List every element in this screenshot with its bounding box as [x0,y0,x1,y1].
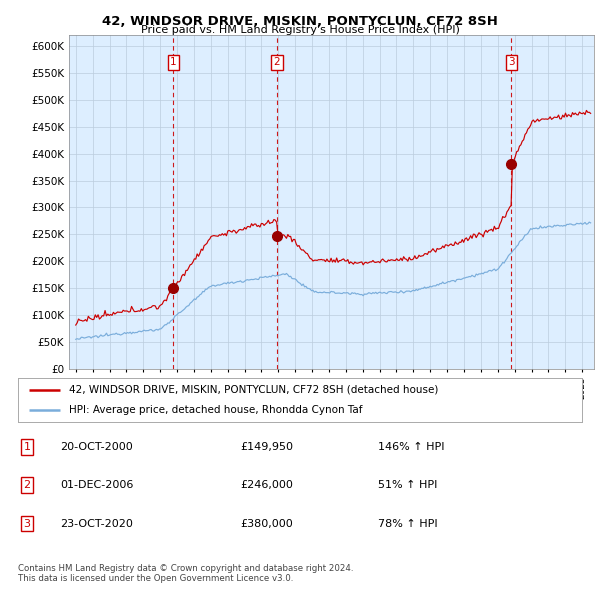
Text: £380,000: £380,000 [240,519,293,529]
Text: 1: 1 [170,57,177,67]
Text: Price paid vs. HM Land Registry's House Price Index (HPI): Price paid vs. HM Land Registry's House … [140,25,460,35]
Text: Contains HM Land Registry data © Crown copyright and database right 2024.
This d: Contains HM Land Registry data © Crown c… [18,563,353,583]
Text: £246,000: £246,000 [240,480,293,490]
Text: 2: 2 [23,480,31,490]
Text: 1: 1 [23,442,31,452]
Text: 20-OCT-2000: 20-OCT-2000 [60,442,133,452]
Text: 51% ↑ HPI: 51% ↑ HPI [378,480,437,490]
Text: 3: 3 [508,57,515,67]
Text: HPI: Average price, detached house, Rhondda Cynon Taf: HPI: Average price, detached house, Rhon… [69,405,362,415]
Text: £149,950: £149,950 [240,442,293,452]
Text: 146% ↑ HPI: 146% ↑ HPI [378,442,445,452]
Text: 23-OCT-2020: 23-OCT-2020 [60,519,133,529]
Text: 42, WINDSOR DRIVE, MISKIN, PONTYCLUN, CF72 8SH (detached house): 42, WINDSOR DRIVE, MISKIN, PONTYCLUN, CF… [69,385,438,395]
Text: 42, WINDSOR DRIVE, MISKIN, PONTYCLUN, CF72 8SH: 42, WINDSOR DRIVE, MISKIN, PONTYCLUN, CF… [102,15,498,28]
Text: 01-DEC-2006: 01-DEC-2006 [60,480,133,490]
Text: 2: 2 [274,57,280,67]
Text: 3: 3 [23,519,31,529]
Text: 78% ↑ HPI: 78% ↑ HPI [378,519,437,529]
